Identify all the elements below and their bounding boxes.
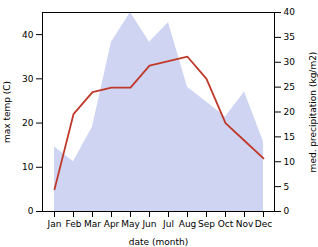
svg-text:Aug: Aug — [179, 219, 197, 229]
svg-text:10: 10 — [22, 162, 34, 172]
svg-text:30: 30 — [22, 74, 34, 84]
svg-text:Sep: Sep — [198, 219, 215, 229]
svg-text:10: 10 — [284, 157, 296, 167]
svg-text:med. precipitation (kg/m2): med. precipitation (kg/m2) — [308, 52, 318, 173]
svg-text:20: 20 — [22, 118, 34, 128]
svg-text:30: 30 — [284, 57, 296, 67]
svg-text:May: May — [121, 219, 140, 229]
svg-text:5: 5 — [284, 182, 290, 192]
svg-text:0: 0 — [28, 206, 34, 216]
svg-text:Apr: Apr — [104, 219, 120, 229]
svg-text:Feb: Feb — [66, 219, 82, 229]
svg-text:max temp (C): max temp (C) — [2, 81, 12, 143]
svg-text:35: 35 — [284, 32, 295, 42]
svg-text:40: 40 — [284, 7, 296, 17]
svg-text:Oct: Oct — [218, 219, 234, 229]
svg-text:15: 15 — [284, 132, 295, 142]
svg-text:20: 20 — [284, 107, 296, 117]
svg-text:40: 40 — [22, 29, 34, 39]
svg-text:date (month): date (month) — [129, 237, 188, 247]
svg-text:Nov: Nov — [236, 219, 254, 229]
svg-text:0: 0 — [284, 206, 290, 216]
svg-text:Dec: Dec — [255, 219, 272, 229]
svg-text:Jun: Jun — [141, 219, 156, 229]
svg-text:Jan: Jan — [47, 219, 62, 229]
svg-text:Mar: Mar — [84, 219, 101, 229]
svg-text:Jul: Jul — [162, 219, 174, 229]
svg-text:25: 25 — [284, 82, 295, 92]
